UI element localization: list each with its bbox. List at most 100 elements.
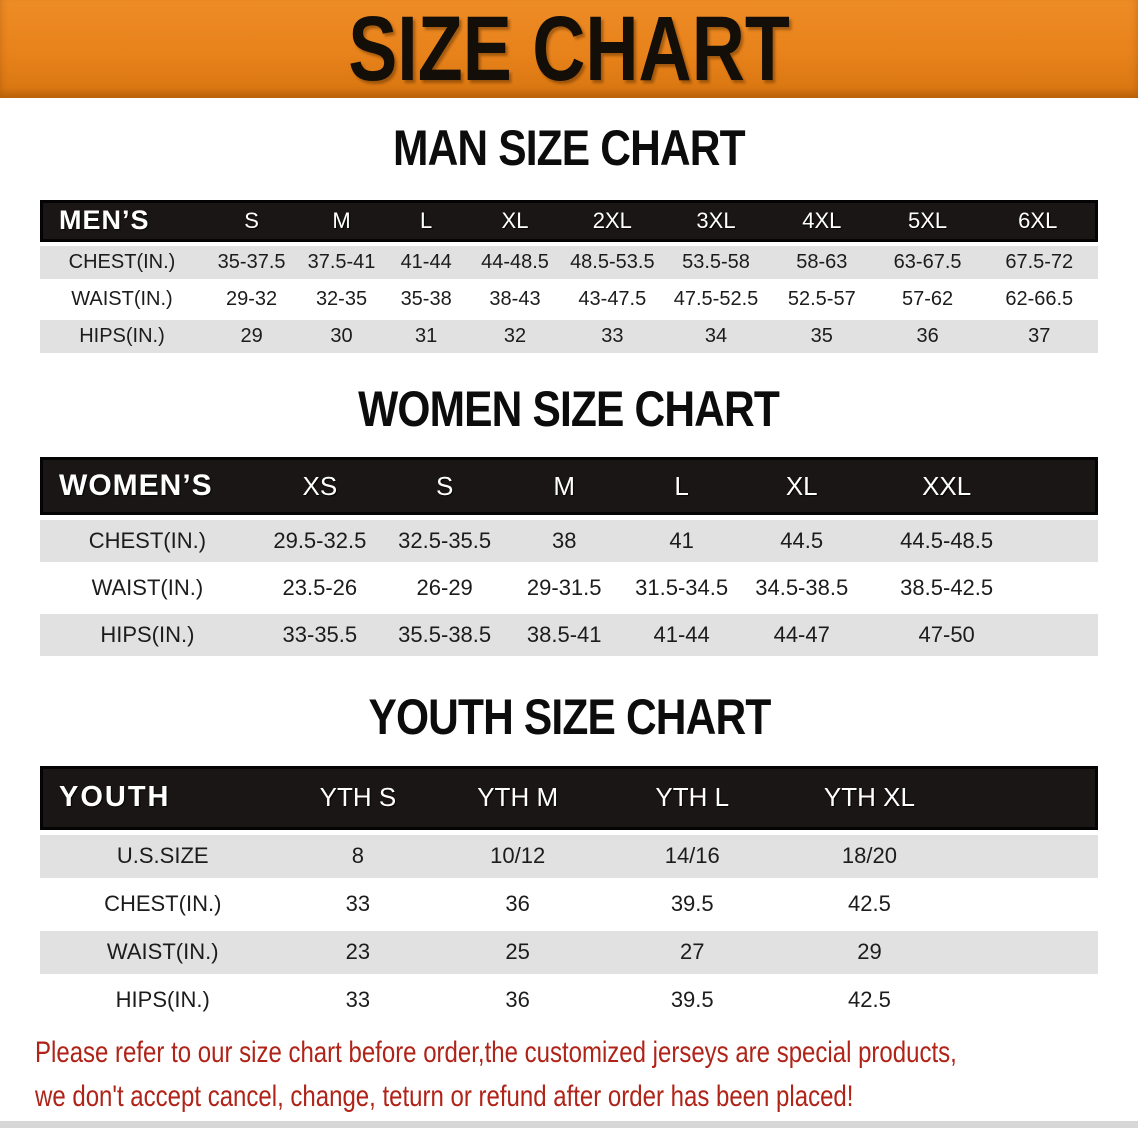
cell: 18/20 xyxy=(779,834,960,878)
cell: 32-35 xyxy=(299,282,384,316)
cell: 35 xyxy=(768,319,875,353)
man-heading-text: MAN SIZE CHART xyxy=(393,120,746,176)
cell: 8 xyxy=(285,834,431,878)
cell: 33 xyxy=(285,882,431,926)
youth-col-header: YTH L xyxy=(604,765,780,830)
cell: 41-44 xyxy=(383,245,469,279)
cell: 42.5 xyxy=(779,882,960,926)
cell: 38 xyxy=(504,520,624,562)
womens-col-header: L xyxy=(623,457,740,515)
women-heading-text: WOMEN SIZE CHART xyxy=(358,380,781,437)
row-label: WAIST(IN.) xyxy=(40,282,204,316)
cell: 32.5-35.5 xyxy=(384,520,505,562)
cell: 14/16 xyxy=(604,834,780,878)
womens-waist-row: WAIST(IN.) 23.5-26 26-29 29-31.5 31.5-34… xyxy=(40,567,1098,609)
mens-header-label: MEN’S xyxy=(40,199,204,242)
cell: 23 xyxy=(285,930,431,974)
mens-col-header: 3XL xyxy=(663,199,769,242)
cell: 35.5-38.5 xyxy=(384,614,505,656)
youth-col-header: YTH M xyxy=(430,765,605,830)
cell: 36 xyxy=(874,319,981,353)
spacer-cell xyxy=(959,882,1098,926)
spacer-cell xyxy=(959,765,1098,830)
cell: 38.5-41 xyxy=(504,614,624,656)
cell: 34 xyxy=(663,319,769,353)
cell: 29-32 xyxy=(203,282,300,316)
mens-col-header: 4XL xyxy=(768,199,875,242)
mens-col-header: XL xyxy=(468,199,562,242)
mens-col-header: 5XL xyxy=(874,199,981,242)
cell: 44.5-48.5 xyxy=(864,520,1030,562)
mens-chest-row: CHEST(IN.) 35-37.5 37.5-41 41-44 44-48.5… xyxy=(40,245,1098,279)
womens-col-header: S xyxy=(384,457,505,515)
spacer-cell xyxy=(1029,457,1098,515)
mens-col-header: M xyxy=(299,199,384,242)
cell: 58-63 xyxy=(768,245,875,279)
cell: 30 xyxy=(299,319,384,353)
cell: 44-47 xyxy=(739,614,865,656)
womens-header-row: WOMEN’S XS S M L XL XXL xyxy=(40,457,1098,515)
man-section-heading: MAN SIZE CHART xyxy=(0,120,1138,178)
cell: 39.5 xyxy=(604,978,780,1022)
cell: 37 xyxy=(980,319,1098,353)
cell: 29.5-32.5 xyxy=(254,520,385,562)
cell: 44-48.5 xyxy=(468,245,562,279)
bottom-divider xyxy=(0,1120,1138,1128)
cell: 36 xyxy=(430,978,605,1022)
mens-col-header: S xyxy=(203,199,300,242)
cell: 25 xyxy=(430,930,605,974)
youth-heading-text: YOUTH SIZE CHART xyxy=(368,689,771,745)
womens-col-header: XXL xyxy=(864,457,1030,515)
youth-chest-row: CHEST(IN.) 33 36 39.5 42.5 xyxy=(40,882,1098,926)
cell: 41 xyxy=(623,520,740,562)
spacer-cell xyxy=(959,834,1098,878)
mens-hips-row: HIPS(IN.) 29 30 31 32 33 34 35 36 37 xyxy=(40,319,1098,353)
cell: 63-67.5 xyxy=(874,245,981,279)
cell: 33 xyxy=(561,319,664,353)
spacer-cell xyxy=(1029,520,1098,562)
cell: 26-29 xyxy=(384,567,505,609)
spacer-cell xyxy=(1029,567,1098,609)
cell: 67.5-72 xyxy=(980,245,1098,279)
cell: 44.5 xyxy=(739,520,865,562)
mens-size-table: MEN’S S M L XL 2XL 3XL 4XL 5XL 6XL CHEST… xyxy=(40,196,1098,357)
cell: 38-43 xyxy=(468,282,562,316)
womens-col-header: XS xyxy=(254,457,385,515)
cell: 29 xyxy=(779,930,960,974)
cell: 34.5-38.5 xyxy=(739,567,865,609)
row-label: WAIST(IN.) xyxy=(40,567,255,609)
cell: 27 xyxy=(604,930,780,974)
cell: 29-31.5 xyxy=(504,567,624,609)
youth-header-row: YOUTH YTH S YTH M YTH L YTH XL xyxy=(40,765,1098,830)
row-label: HIPS(IN.) xyxy=(40,614,255,656)
row-label: CHEST(IN.) xyxy=(40,520,255,562)
womens-header-label: WOMEN’S xyxy=(40,457,255,515)
cell: 29 xyxy=(203,319,300,353)
mens-header-row: MEN’S S M L XL 2XL 3XL 4XL 5XL 6XL xyxy=(40,199,1098,242)
mens-col-header: L xyxy=(383,199,469,242)
youth-hips-row: HIPS(IN.) 33 36 39.5 42.5 xyxy=(40,978,1098,1022)
spacer-cell xyxy=(959,930,1098,974)
spacer-cell xyxy=(959,978,1098,1022)
row-label: CHEST(IN.) xyxy=(40,245,204,279)
cell: 47.5-52.5 xyxy=(663,282,769,316)
mens-col-header: 6XL xyxy=(980,199,1098,242)
row-label: HIPS(IN.) xyxy=(40,319,204,353)
womens-col-header: XL xyxy=(739,457,865,515)
youth-col-header: YTH XL xyxy=(779,765,960,830)
spacer-cell xyxy=(1029,614,1098,656)
cell: 52.5-57 xyxy=(768,282,875,316)
row-label: WAIST(IN.) xyxy=(40,930,286,974)
cell: 48.5-53.5 xyxy=(561,245,664,279)
cell: 38.5-42.5 xyxy=(864,567,1030,609)
cell: 41-44 xyxy=(623,614,740,656)
youth-ussize-row: U.S.SIZE 8 10/12 14/16 18/20 xyxy=(40,834,1098,878)
cell: 10/12 xyxy=(430,834,605,878)
row-label: U.S.SIZE xyxy=(40,834,286,878)
cell: 31 xyxy=(383,319,469,353)
cell: 32 xyxy=(468,319,562,353)
row-label: HIPS(IN.) xyxy=(40,978,286,1022)
cell: 35-37.5 xyxy=(203,245,300,279)
size-chart-banner: SIZE CHART xyxy=(0,0,1138,98)
youth-waist-row: WAIST(IN.) 23 25 27 29 xyxy=(40,930,1098,974)
